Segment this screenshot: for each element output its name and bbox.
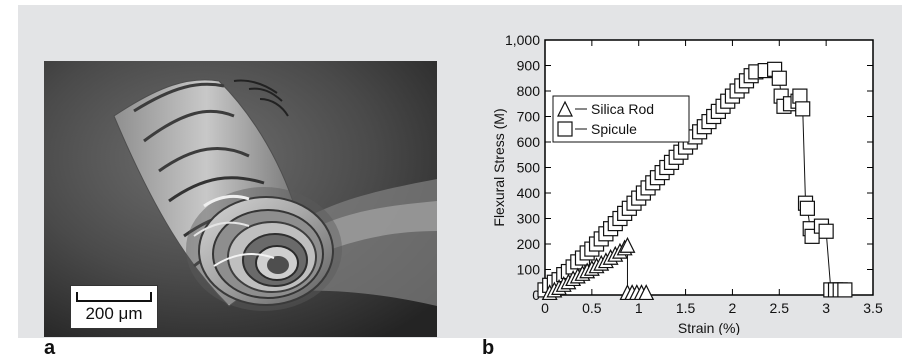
panel-label-a: a: [44, 337, 56, 359]
legend-silica-rod-label: Silica Rod: [591, 101, 654, 117]
scale-bar-label: 200 μm: [85, 304, 143, 323]
legend-silica-rod-marker: [557, 100, 573, 117]
x-tick-label: 3: [822, 300, 830, 316]
sem-micrograph-image: [44, 61, 437, 337]
spicule-point: [837, 282, 853, 298]
legend-box: [552, 95, 690, 143]
y-tick-label: 100: [517, 262, 541, 278]
scale-bar-box: 200 μm: [70, 285, 158, 329]
panel-label-b: b: [482, 337, 495, 359]
spicule-point: [799, 200, 815, 216]
x-tick-label: 2.5: [770, 300, 790, 316]
y-tick-label: 1,000: [505, 32, 540, 48]
silica-rod-point: [619, 236, 636, 253]
x-axis-label: Strain (%): [678, 320, 740, 335]
y-tick-label: 300: [517, 211, 541, 227]
stress-strain-chart-svg: 0 0.5 1 1.5 2 2.5 3 3.5 0 100 200 300 400 500 600 700 80…: [491, 32, 883, 335]
spicule-point: [792, 88, 808, 104]
silica-rod-point: [638, 284, 655, 301]
y-tick-label: 700: [517, 109, 541, 125]
x-tick-label: 1.5: [676, 300, 696, 316]
y-tick-label: 400: [517, 185, 541, 201]
legend-spicule-marker: [557, 121, 573, 137]
y-tick-label: 800: [517, 83, 541, 99]
y-tick-label: 600: [517, 134, 541, 150]
spicule-point: [795, 101, 811, 117]
y-tick-label: 200: [517, 236, 541, 252]
scale-bar: [76, 292, 152, 302]
y-tick-label: 0: [532, 287, 540, 303]
stress-strain-chart: 0 0.5 1 1.5 2 2.5 3 3.5 0 100 200 300 400 500 600 700 80…: [490, 30, 890, 335]
y-tick-label: 500: [517, 160, 541, 176]
x-tick-label: 2: [729, 300, 737, 316]
x-tick-label: 0: [541, 300, 549, 316]
x-tick-label: 0.5: [582, 300, 602, 316]
spicule-point: [771, 70, 787, 86]
x-tick-label: 1: [635, 300, 643, 316]
spicule-point: [818, 223, 834, 239]
x-tick-label: 3.5: [863, 300, 883, 316]
sem-micrograph: [44, 61, 437, 337]
y-tick-label: 900: [517, 58, 541, 74]
legend-spicule-label: Spicule: [591, 121, 637, 137]
y-axis-label: Flexural Stress (M): [491, 108, 507, 226]
